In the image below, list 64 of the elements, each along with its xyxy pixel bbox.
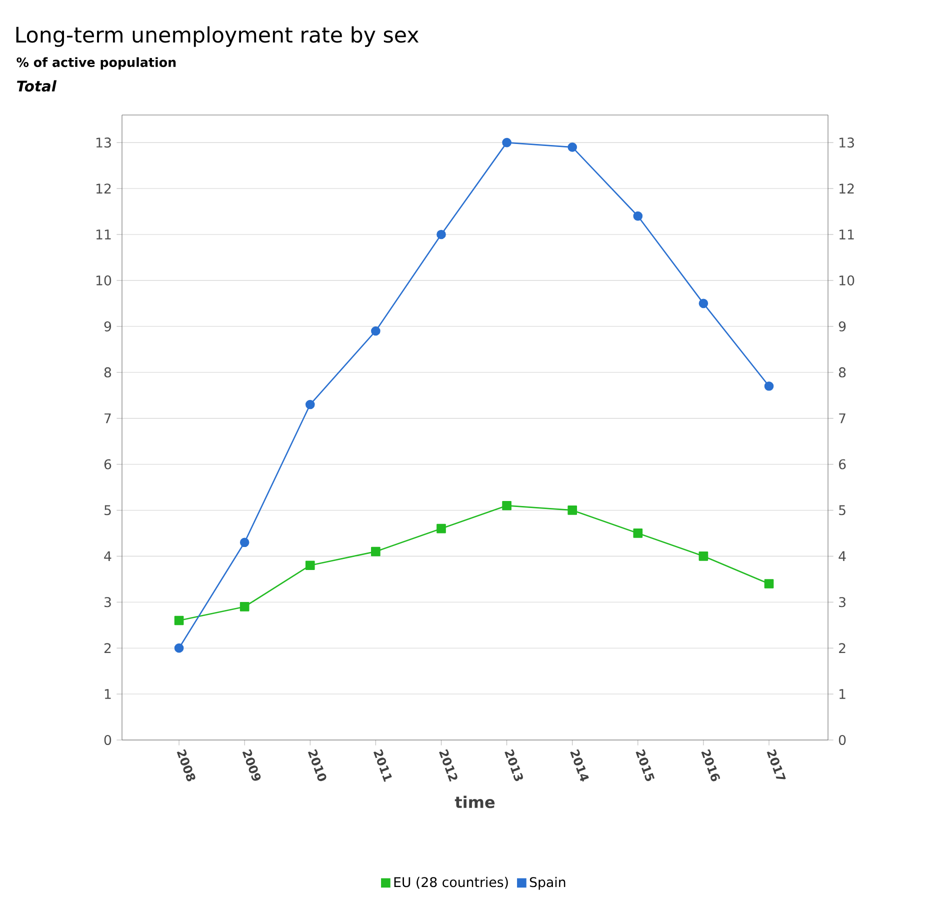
y-tick-label: 8 xyxy=(838,367,846,378)
y2-tick-label: 8 xyxy=(104,367,112,378)
point xyxy=(240,538,250,548)
y-tick-label: 1 xyxy=(840,689,846,699)
point xyxy=(502,138,512,148)
y-tick-label: 3 xyxy=(839,597,846,608)
point xyxy=(568,142,578,152)
point xyxy=(764,381,774,391)
y2-tick-label: 12 xyxy=(96,184,111,194)
point xyxy=(371,326,380,336)
legend-label: Spain xyxy=(530,876,566,890)
x-axis-title: time xyxy=(454,796,495,808)
legend-label: EU (28 countries) xyxy=(394,876,508,889)
y-tick-label: 6 xyxy=(838,459,846,470)
x-tick-label: 2015 xyxy=(636,749,655,782)
point xyxy=(174,643,184,653)
point xyxy=(240,602,250,612)
x-tick-label: 2014 xyxy=(570,749,589,782)
y2-tick-label: 7 xyxy=(104,413,111,424)
x-tick-label: 2008 xyxy=(176,749,196,782)
point xyxy=(633,211,643,221)
y2-tick-label: 10 xyxy=(96,275,112,286)
y2-tick-label: 11 xyxy=(96,230,111,240)
point xyxy=(698,552,708,561)
y-tick-label: 5 xyxy=(839,505,846,516)
x-tick-label: 2013 xyxy=(504,749,523,782)
point xyxy=(502,500,512,510)
x-tick-label: 2012 xyxy=(439,749,458,782)
y-tick-label: 13 xyxy=(840,138,854,148)
y-tick-label: 10 xyxy=(840,275,854,286)
point xyxy=(305,560,315,570)
x-tick-label: 2010 xyxy=(308,749,326,782)
y2-tick-label: 9 xyxy=(104,321,112,332)
point xyxy=(305,400,315,410)
y2-tick-label: 1 xyxy=(104,689,111,699)
point xyxy=(371,546,380,556)
x-tick-label: 2017 xyxy=(766,749,786,780)
y-tick-label: 9 xyxy=(838,321,846,332)
y-tick-label: 12 xyxy=(840,184,854,194)
point xyxy=(436,524,446,534)
chart-title: Long-term unemployment rate by sex xyxy=(16,26,419,47)
y-tick-label: 11 xyxy=(840,230,854,240)
text: Total xyxy=(16,80,57,92)
y2-tick-label: 6 xyxy=(104,459,112,470)
y-tick-label: 4 xyxy=(838,551,846,562)
y-tick-label: 0 xyxy=(838,734,846,746)
x-tick-label: 2016 xyxy=(701,749,720,782)
point xyxy=(436,230,446,240)
y2-tick-label: 5 xyxy=(104,505,111,516)
y2-tick-label: 4 xyxy=(104,551,112,562)
y2-tick-label: 2 xyxy=(104,643,111,654)
point xyxy=(764,579,774,588)
point xyxy=(633,528,643,538)
point xyxy=(698,298,708,308)
y2-tick-label: 13 xyxy=(96,138,111,148)
y2-tick-label: 0 xyxy=(104,734,112,746)
point xyxy=(174,616,184,626)
chart-subtitle: % of active population xyxy=(16,57,176,70)
y2-tick-label: 3 xyxy=(104,597,111,608)
y-tick-label: 2 xyxy=(839,643,846,654)
x-tick-label: 2011 xyxy=(374,749,392,782)
x-tick-label: 2009 xyxy=(242,749,261,781)
y-tick-label: 7 xyxy=(839,413,846,424)
point xyxy=(568,506,578,515)
